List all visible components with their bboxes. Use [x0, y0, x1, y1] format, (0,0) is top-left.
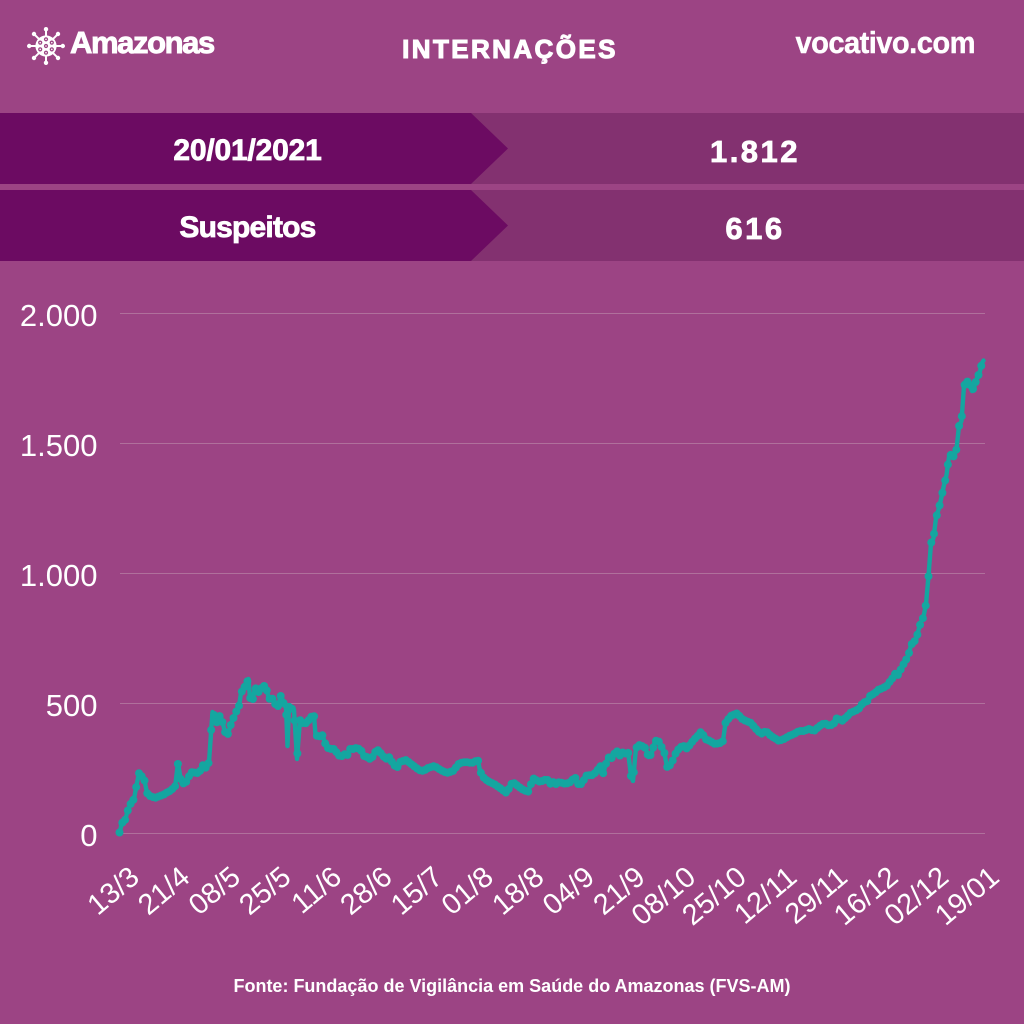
svg-text:11/6: 11/6 — [286, 861, 348, 920]
svg-text:0: 0 — [80, 818, 97, 853]
svg-text:18/8: 18/8 — [486, 861, 550, 922]
svg-text:08/5: 08/5 — [183, 861, 247, 922]
svg-text:2.000: 2.000 — [20, 298, 98, 333]
svg-text:28/6: 28/6 — [335, 861, 399, 922]
svg-text:13/3: 13/3 — [82, 861, 146, 922]
svg-text:500: 500 — [46, 688, 98, 723]
svg-text:15/7: 15/7 — [385, 861, 449, 922]
svg-text:01/8: 01/8 — [436, 861, 500, 922]
svg-text:1.500: 1.500 — [20, 428, 98, 463]
svg-text:21/4: 21/4 — [132, 861, 196, 922]
svg-text:25/5: 25/5 — [233, 861, 297, 922]
svg-text:04/9: 04/9 — [537, 861, 601, 922]
svg-text:1.000: 1.000 — [20, 558, 98, 593]
